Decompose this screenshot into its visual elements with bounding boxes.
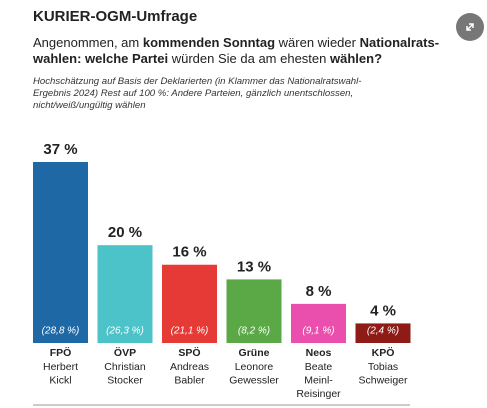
candidate-label: Schweiger <box>358 374 408 386</box>
candidate-label: Herbert <box>43 361 78 373</box>
subtitle-line: wahlen: welche Partei würden Sie da am e… <box>33 51 439 67</box>
value-label: 16 % <box>172 244 206 261</box>
bar <box>355 323 411 343</box>
category-label: FPÖ <box>50 346 72 359</box>
category-label: Grüne <box>239 347 270 359</box>
category-label: Neos <box>306 347 332 359</box>
value-label: 8 % <box>306 283 332 300</box>
subtitle-part: würden Sie da am ehesten <box>168 51 330 66</box>
subtitle-part: wählen? <box>330 51 383 66</box>
subtitle-part: wahlen: welche Partei <box>33 51 169 66</box>
candidate-label: Beate <box>305 361 333 373</box>
category-label: KPÖ <box>372 346 395 359</box>
expand-icon <box>466 23 474 31</box>
note-line: Hochschätzung auf Basis der Deklarierten… <box>33 76 362 87</box>
previous-result: (28,8 %) <box>42 326 80 337</box>
note-line: Ergebnis 2024) Rest auf 100 %: Andere Pa… <box>33 88 354 99</box>
subtitle-part: Angenommen, am <box>33 35 143 50</box>
expand-button[interactable] <box>456 13 484 41</box>
category-label: ÖVP <box>114 346 136 359</box>
category-label: SPÖ <box>178 346 200 359</box>
candidate-label: Reisinger <box>296 388 341 400</box>
subtitle-part: Nationalrats- <box>359 35 440 50</box>
value-label: 20 % <box>108 224 142 241</box>
value-label: 13 % <box>237 258 271 275</box>
bar <box>97 245 153 343</box>
candidate-label: Tobias <box>368 361 398 373</box>
previous-result: (2,4 %) <box>367 326 399 337</box>
candidate-label: Kickl <box>49 374 71 386</box>
candidate-label: Stocker <box>107 374 143 386</box>
previous-result: (21,1 %) <box>171 326 209 337</box>
candidate-label: Babler <box>174 374 205 386</box>
previous-result: (26,3 %) <box>106 326 144 337</box>
candidate-label: Meinl- <box>304 374 333 386</box>
subtitle-line: Angenommen, am kommenden Sonntag wären w… <box>33 35 439 51</box>
previous-result: (8,2 %) <box>238 326 270 337</box>
previous-result: (9,1 %) <box>302 326 334 337</box>
note-line: nicht/weiß/ungültig wählen <box>33 100 146 111</box>
bar <box>162 264 217 343</box>
subtitle-part: wären wieder <box>275 35 360 50</box>
value-label: 4 % <box>370 302 396 319</box>
bar <box>33 162 88 343</box>
chart-title: KURIER-OGM-Umfrage <box>33 8 198 25</box>
candidate-label: Gewessler <box>229 374 279 386</box>
candidate-label: Leonore <box>235 361 274 373</box>
note: Hochschätzung auf Basis der Deklarierten… <box>33 76 361 112</box>
candidate-label: Andreas <box>170 361 209 373</box>
bar <box>226 279 282 343</box>
value-label: 37 % <box>43 141 77 158</box>
subtitle: Angenommen, am kommenden Sonntag wären w… <box>33 35 439 67</box>
candidate-label: Christian <box>104 361 146 373</box>
bar <box>291 303 346 343</box>
subtitle-part: kommenden Sonntag <box>142 35 276 50</box>
